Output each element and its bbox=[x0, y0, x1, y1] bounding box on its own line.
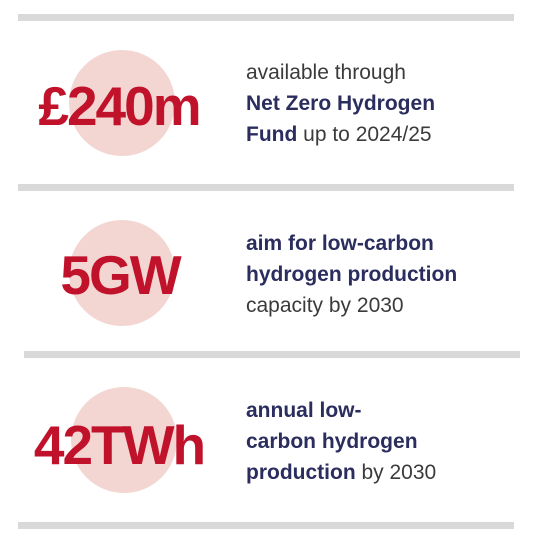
description-line: available through bbox=[246, 61, 406, 84]
description-line-emphasis: aim for low-carbon bbox=[246, 232, 434, 255]
divider-2 bbox=[24, 351, 520, 358]
divider-bottom bbox=[18, 522, 514, 529]
stat-value: £240m bbox=[38, 75, 201, 137]
description-line: production by 2030 bbox=[246, 461, 437, 484]
highlight-circle bbox=[69, 220, 175, 326]
stat-description: aim for low-carbon hydrogen production c… bbox=[246, 228, 457, 321]
stat-description: available through Net Zero Hydrogen Fund… bbox=[246, 57, 435, 150]
description-line-emphasis: annual low- bbox=[246, 399, 362, 422]
divider-top bbox=[18, 14, 514, 21]
description-line-emphasis: carbon hydrogen bbox=[246, 430, 418, 453]
description-line-emphasis: Net Zero Hydrogen bbox=[246, 92, 436, 115]
description-line-emphasis: hydrogen production bbox=[246, 263, 458, 286]
stat-value: 42TWh bbox=[33, 414, 206, 476]
description-line: Fund up to 2024/25 bbox=[246, 123, 432, 146]
stat-value: 5GW bbox=[60, 244, 181, 306]
highlight-circle bbox=[71, 387, 177, 493]
divider-1 bbox=[18, 184, 514, 191]
highlight-circle bbox=[69, 50, 175, 156]
stat-description: annual low- carbon hydrogen production b… bbox=[246, 395, 436, 488]
description-line: capacity by 2030 bbox=[246, 294, 404, 317]
